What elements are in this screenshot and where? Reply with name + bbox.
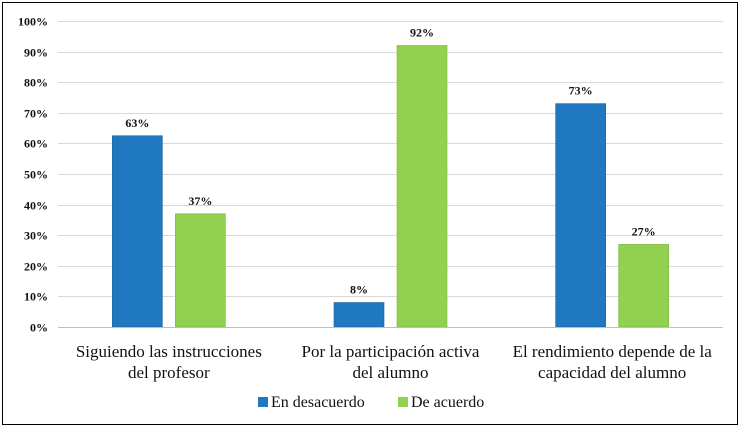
category-label: capacidad del alumno bbox=[538, 363, 686, 382]
bar bbox=[175, 213, 226, 328]
bar bbox=[112, 135, 163, 328]
bar bbox=[555, 103, 606, 328]
data-label: 37% bbox=[188, 194, 212, 208]
y-tick-label: 100% bbox=[18, 15, 48, 29]
category-label: del alumno bbox=[352, 363, 428, 382]
y-tick-label: 40% bbox=[24, 199, 48, 213]
y-tick-label: 80% bbox=[24, 76, 48, 90]
data-label: 63% bbox=[125, 116, 149, 130]
category-label: Por la participación activa bbox=[302, 342, 480, 361]
y-tick-label: 60% bbox=[24, 137, 48, 151]
data-label: 27% bbox=[632, 224, 656, 238]
category-label: del profesor bbox=[128, 363, 210, 382]
y-tick-label: 20% bbox=[24, 260, 48, 274]
y-tick-label: 10% bbox=[24, 290, 48, 304]
y-tick-label: 90% bbox=[24, 46, 48, 60]
y-tick-label: 0% bbox=[30, 321, 48, 335]
category-label: El rendimiento depende de la bbox=[513, 342, 713, 361]
bar bbox=[333, 302, 385, 328]
legend-swatch bbox=[398, 397, 408, 407]
bars: 63% 37% 8% 92% 73% 27% bbox=[112, 25, 669, 328]
y-tick-label: 30% bbox=[24, 229, 48, 243]
bar bbox=[396, 45, 448, 328]
legend-label: En desacuerdo bbox=[271, 394, 365, 411]
category-label: Siguiendo las instrucciones bbox=[76, 342, 262, 361]
legend-swatch bbox=[258, 397, 268, 407]
legend: En desacuerdo De acuerdo bbox=[258, 394, 484, 411]
x-axis: Siguiendo las instrucciones del profesor P… bbox=[58, 327, 723, 382]
bar bbox=[618, 244, 669, 328]
gridlines bbox=[58, 21, 723, 297]
y-tick-label: 50% bbox=[24, 168, 48, 182]
data-label: 92% bbox=[410, 25, 434, 39]
legend-label: De acuerdo bbox=[411, 394, 484, 411]
y-tick-label: 70% bbox=[24, 107, 48, 121]
y-axis: 0% 10% 20% 30% 40% 50% 60% 70% 80% 90% 100% bbox=[18, 15, 48, 335]
data-label: 73% bbox=[569, 84, 593, 98]
data-label: 8% bbox=[350, 283, 368, 297]
